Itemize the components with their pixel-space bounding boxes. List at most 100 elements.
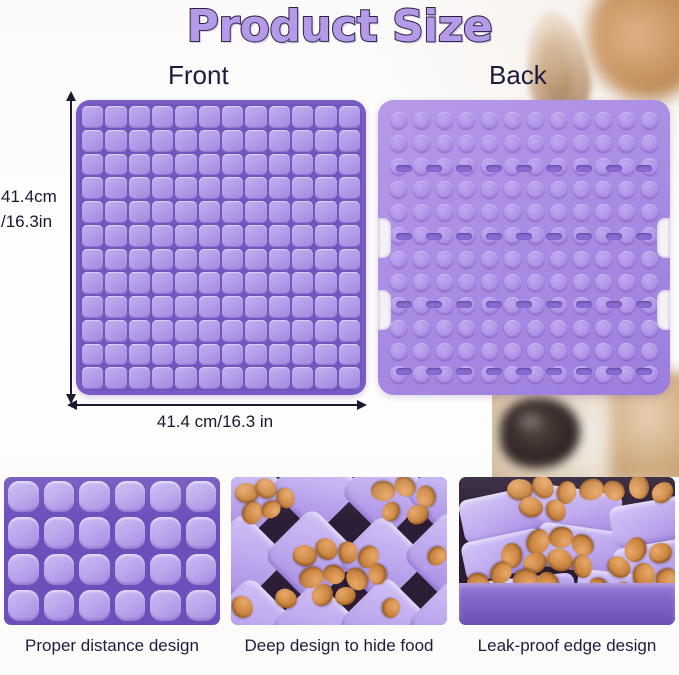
front-mat-block	[152, 272, 174, 294]
back-mat-bump	[481, 342, 499, 360]
back-mat-bump	[412, 227, 430, 245]
front-mat-block	[245, 343, 267, 366]
front-mat-block	[338, 177, 360, 199]
back-mat-bump	[618, 112, 636, 130]
feature-1-block	[79, 589, 110, 621]
front-mat-block	[105, 153, 127, 176]
feature-1-block	[114, 589, 145, 621]
front-mat-block	[222, 343, 244, 366]
front-mat-block	[315, 296, 337, 318]
front-mat-block	[268, 177, 290, 199]
front-mat-block	[175, 153, 197, 176]
front-mat-block	[338, 224, 360, 247]
back-mat-bump	[572, 181, 590, 199]
front-mat-block	[175, 224, 197, 247]
back-mat-bump	[618, 204, 636, 222]
front-mat-block	[338, 248, 360, 271]
back-mat-bump	[458, 112, 476, 130]
edge-notch-right-lower	[657, 290, 670, 330]
leak-proof-rim	[459, 583, 675, 625]
back-mat-bump	[435, 250, 453, 268]
double-arrow-horizontal-icon	[67, 400, 367, 410]
back-mat-bump	[549, 250, 567, 268]
back-mat-bump	[618, 181, 636, 199]
front-mat-block	[245, 367, 267, 389]
front-mat-block	[292, 343, 314, 366]
kibble-piece	[368, 563, 387, 585]
back-view-label: Back	[489, 60, 547, 90]
back-mat-bump	[549, 204, 567, 222]
back-mat-bump	[572, 273, 590, 291]
front-mat-block	[315, 272, 337, 294]
back-mat-surface	[378, 100, 670, 395]
back-mat-bump	[595, 342, 613, 360]
edge-notch-right-upper	[657, 218, 670, 258]
back-mat-slot	[636, 301, 652, 308]
back-mat-bump	[389, 112, 407, 130]
back-mat-bump	[641, 250, 659, 268]
back-mat-bump	[641, 273, 659, 291]
back-mat-bump	[572, 112, 590, 130]
front-mat-block	[82, 272, 104, 294]
front-mat-block	[315, 248, 337, 271]
back-mat-slot-row	[396, 233, 652, 240]
height-dimension-cm: 41.4cm	[1, 187, 57, 206]
front-mat-block	[82, 106, 104, 128]
feature-1-block	[43, 517, 74, 549]
front-mat-block	[105, 343, 127, 366]
front-mat-block	[198, 343, 220, 366]
front-mat-block	[152, 248, 174, 271]
back-mat-bump	[504, 204, 522, 222]
front-mat-block	[175, 296, 197, 318]
back-mat-slot	[546, 165, 562, 172]
front-mat-block	[292, 248, 314, 271]
front-mat-block	[268, 224, 290, 247]
front-mat-block	[152, 177, 174, 199]
front-mat-block	[105, 106, 127, 128]
back-mat-bump	[618, 227, 636, 245]
front-mat-block	[105, 248, 127, 271]
front-mat-block	[82, 248, 104, 271]
feature-1-block	[8, 481, 39, 513]
feature-1-block	[150, 553, 181, 585]
edge-notch-left-upper	[378, 218, 391, 258]
front-mat-block	[82, 367, 104, 389]
front-mat-block	[338, 106, 360, 128]
front-mat-block	[128, 201, 150, 223]
front-mat-block	[152, 367, 174, 389]
front-mat-block	[222, 129, 244, 152]
back-mat-slot	[426, 233, 442, 240]
back-mat-bump	[435, 135, 453, 153]
back-mat-bump	[504, 319, 522, 337]
dog-nose-icon	[500, 398, 580, 468]
front-mat-block	[245, 248, 267, 271]
back-mat-bump	[549, 181, 567, 199]
front-mat-block	[128, 343, 150, 366]
back-mat-bump	[618, 158, 636, 176]
back-mat-slot	[546, 368, 562, 375]
height-dimension-label: 41.4cm /16.3in	[1, 185, 67, 234]
back-mat-bump	[412, 204, 430, 222]
front-mat-block	[105, 296, 127, 318]
back-mat-bump	[618, 365, 636, 383]
front-mat-block	[198, 319, 220, 342]
front-mat-block	[315, 319, 337, 342]
back-mat-bump	[435, 204, 453, 222]
front-mat-block	[198, 367, 220, 389]
front-mat-block	[222, 224, 244, 247]
front-mat-block	[105, 367, 127, 389]
front-mat-block	[82, 319, 104, 342]
front-mat-block	[292, 224, 314, 247]
front-mat-block	[338, 129, 360, 152]
back-mat-bump	[549, 319, 567, 337]
front-mat-block	[175, 343, 197, 366]
back-mat-slot	[456, 233, 472, 240]
front-mat-block	[175, 106, 197, 128]
back-mat-bump	[595, 250, 613, 268]
back-mat-bump-grid	[387, 109, 661, 386]
front-mat-block	[198, 248, 220, 271]
front-mat-block	[128, 224, 150, 247]
front-mat-block	[222, 153, 244, 176]
front-mat-block	[292, 319, 314, 342]
back-mat-bump	[595, 135, 613, 153]
